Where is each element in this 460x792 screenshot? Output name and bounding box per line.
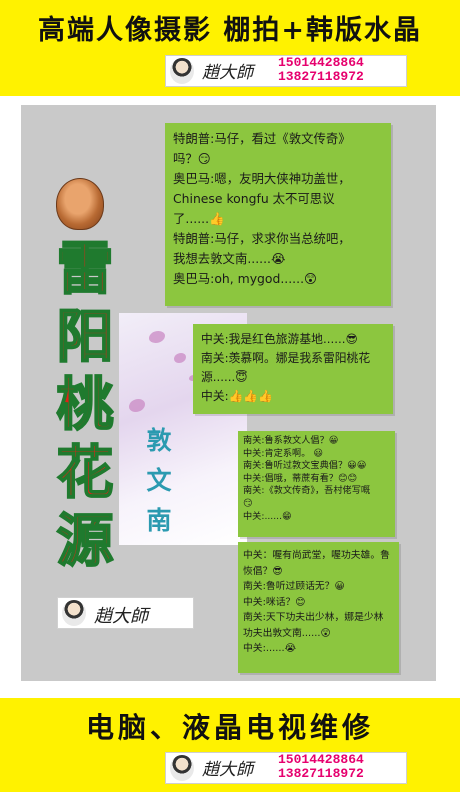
signature-text: 趙大師 <box>94 606 148 627</box>
chat-line: 😏 <box>243 497 253 509</box>
top-contact-strip: 趙大師 15014428864 13827118972 <box>165 55 407 87</box>
chat-line: 奥巴马:嗯，友明大侠神功盖世， <box>173 171 351 186</box>
chat-bubble-1: 特朗普:马仔，看过《敦文传奇》 吗？😏 奥巴马:嗯，友明大侠神功盖世， Chin… <box>165 123 391 306</box>
petal-shape <box>149 331 165 343</box>
bottom-banner: 电脑、液晶电视维修 趙大師 15014428864 13827118972 <box>0 698 460 792</box>
chat-line: 南关:鲁听过顾话无？😀 <box>243 581 345 592</box>
chat-line: 中关:倡哦，蒂蔗有看？😊😊 <box>243 472 358 484</box>
chat-line: 功夫出敦文南......😲 <box>243 627 331 639</box>
phone-number-2: 13827118972 <box>278 69 364 84</box>
chat-line: 奥巴马:oh, mygod......😲 <box>173 271 317 286</box>
bottom-banner-title: 电脑、液晶电视维修 <box>85 711 374 744</box>
portrait-avatar <box>170 755 194 781</box>
chat-line: 南关:鲁听过敦文宝典倡？😀😀 <box>243 460 367 472</box>
chat-line: 特朗普:马仔，求求你当总统吧， <box>173 231 351 246</box>
signature-text: 趙大師 <box>202 63 253 83</box>
chat-bubble-2: 中关:我是红色旅游基地......😎 南关:羡慕啊。娜是我系雷阳桃花 源....… <box>193 324 393 414</box>
phone-number-1: 15014428864 <box>278 55 364 70</box>
chat-bubble-3: 南关:鲁系敦文人倡？😀 中关:肯定系啊。 😃 南关:鲁听过敦文宝典倡？😀😀 中关… <box>238 431 395 537</box>
chat-line: 中关：喔有尚武堂，喔功夫雄。鲁 <box>243 550 390 561</box>
chat-line: Chinese kongfu 太不可思议 <box>173 191 335 206</box>
main-title-char: 雷 <box>56 235 115 303</box>
main-title-char: 源 <box>56 507 115 575</box>
top-banner-title: 高端人像摄影 棚拍+韩版水晶 <box>37 15 423 46</box>
chat-line: 南关:《敦文传奇》，吾村佬写嘅 <box>243 485 371 497</box>
phone-numbers: 15014428864 13827118972 <box>278 56 364 84</box>
chat-line: 源......😇 <box>201 370 248 384</box>
stone-seal-image <box>56 178 104 230</box>
main-title-char: 阳 <box>56 303 115 371</box>
main-title-char: 花 <box>56 439 115 507</box>
bottom-signature-badge: 趙大師 <box>57 597 194 629</box>
phone-numbers: 15014428864 13827118972 <box>278 753 364 781</box>
petal-shape <box>129 399 145 412</box>
chat-line: 南关:天下功夫出少林，娜是少林 <box>243 612 384 623</box>
phone-number-1: 15014428864 <box>278 752 364 767</box>
chat-line: 中关:咪话？😊 <box>243 596 306 608</box>
chat-line: 我想去敦文南......😭 <box>173 251 286 266</box>
chat-line: 特朗普:马仔，看过《敦文传奇》 <box>173 131 351 146</box>
portrait-avatar <box>170 58 194 84</box>
top-banner: 高端人像摄影 棚拍+韩版水晶 趙大師 15014428864 138271189… <box>0 0 460 96</box>
chat-line: 中关:👍👍👍 <box>201 389 273 403</box>
chat-line: 中关:......😁 <box>243 510 292 522</box>
phone-number-2: 13827118972 <box>278 766 364 781</box>
portrait-avatar <box>62 600 86 626</box>
main-title-char: 桃 <box>56 371 115 439</box>
chat-line: 恢倡？😎 <box>243 565 283 577</box>
vertical-char: 文 <box>146 466 172 495</box>
vertical-place-name: 敦 文 南 <box>141 421 177 541</box>
chat-line: 南关:鲁系敦文人倡？😀 <box>243 435 339 446</box>
chat-line: 了......👍 <box>173 211 225 226</box>
chat-line: 中关:我是红色旅游基地......😎 <box>201 332 358 346</box>
bottom-contact-strip: 趙大師 15014428864 13827118972 <box>165 752 407 784</box>
chat-bubble-4: 中关：喔有尚武堂，喔功夫雄。鲁 恢倡？😎 南关:鲁听过顾话无？😀 中关:咪话？😊… <box>238 542 399 673</box>
signature-text: 趙大師 <box>202 760 253 780</box>
chat-line: 南关:羡慕啊。娜是我系雷阳桃花 <box>201 351 371 365</box>
chat-line: 中关:......😭 <box>243 643 297 654</box>
vertical-char: 南 <box>146 506 172 535</box>
main-vertical-title: 雷 阳 桃 花 源 <box>49 235 121 575</box>
chat-line: 吗？😏 <box>173 151 211 166</box>
chat-line: 中关:肯定系啊。 😃 <box>243 447 323 459</box>
petal-shape <box>174 353 186 363</box>
vertical-char: 敦 <box>146 426 172 455</box>
poster-panel: 雷 阳 桃 花 源 敦 文 南 趙大師 特朗普:马仔，看过《敦文传奇》 吗？😏 … <box>21 105 436 681</box>
